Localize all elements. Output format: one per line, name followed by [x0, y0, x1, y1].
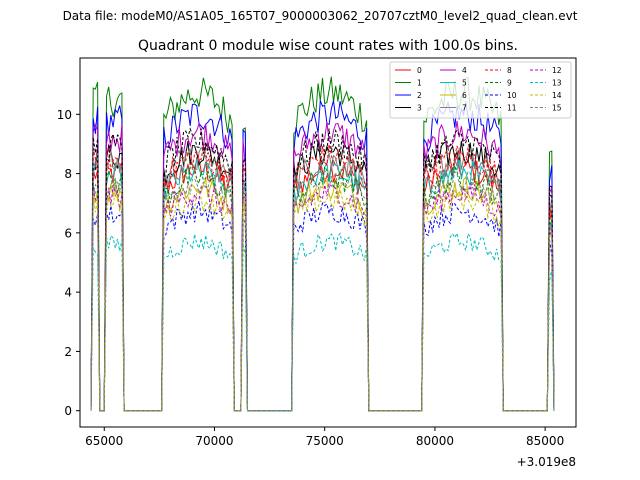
series-line-7 — [90, 146, 555, 412]
chart-suptitle: Data file: modeM0/AS1A05_165T07_90000030… — [63, 9, 578, 23]
series-line-9 — [90, 165, 555, 412]
y-axis: 0 2 4 6 8 10 — [57, 108, 80, 418]
legend-label-6: 6 — [462, 91, 467, 100]
chart-title: Quadrant 0 module wise count rates with … — [138, 38, 518, 54]
y-tick-label: 8 — [64, 167, 72, 181]
legend-label-1: 1 — [417, 79, 422, 88]
legend-label-10: 10 — [507, 91, 517, 100]
series-line-6 — [90, 175, 555, 412]
y-tick-label: 4 — [64, 286, 72, 300]
x-tick-label: 70000 — [195, 434, 233, 448]
series-line-14 — [90, 188, 555, 412]
series-line-15 — [90, 170, 555, 412]
legend-label-14: 14 — [552, 91, 562, 100]
legend-box — [389, 61, 572, 119]
y-tick-label: 10 — [57, 108, 72, 122]
plot-frame — [79, 57, 577, 428]
legend-label-5: 5 — [462, 79, 467, 88]
x-tick-label: 65000 — [85, 434, 123, 448]
legend-label-13: 13 — [552, 79, 562, 88]
series-line-13 — [90, 231, 555, 412]
legend-label-9: 9 — [507, 79, 512, 88]
x-axis-offset-label: +3.019e8 — [517, 455, 576, 469]
series-line-3 — [90, 140, 555, 412]
legend-label-11: 11 — [507, 104, 517, 113]
legend-label-4: 4 — [462, 66, 467, 75]
legend-label-3: 3 — [417, 104, 422, 113]
y-tick-label: 2 — [64, 345, 72, 359]
x-axis: 65000 70000 75000 80000 85000 — [85, 427, 564, 448]
x-tick-label: 85000 — [526, 434, 564, 448]
legend-label-12: 12 — [552, 66, 562, 75]
series-line-10 — [90, 200, 555, 412]
legend-label-2: 2 — [417, 91, 422, 100]
series-layer — [90, 76, 555, 412]
series-line-8 — [90, 144, 555, 412]
series-line-0 — [90, 154, 555, 412]
x-tick-label: 75000 — [306, 434, 344, 448]
series-line-12 — [90, 182, 555, 412]
y-tick-label: 6 — [64, 226, 72, 240]
x-tick-label: 80000 — [416, 434, 454, 448]
legend-label-0: 0 — [417, 66, 422, 75]
legend-label-7: 7 — [462, 104, 467, 113]
series-line-11 — [90, 127, 555, 412]
series-line-4 — [90, 120, 555, 412]
legend-label-15: 15 — [552, 104, 562, 113]
y-tick-label: 0 — [64, 404, 72, 418]
legend-label-8: 8 — [507, 66, 512, 75]
